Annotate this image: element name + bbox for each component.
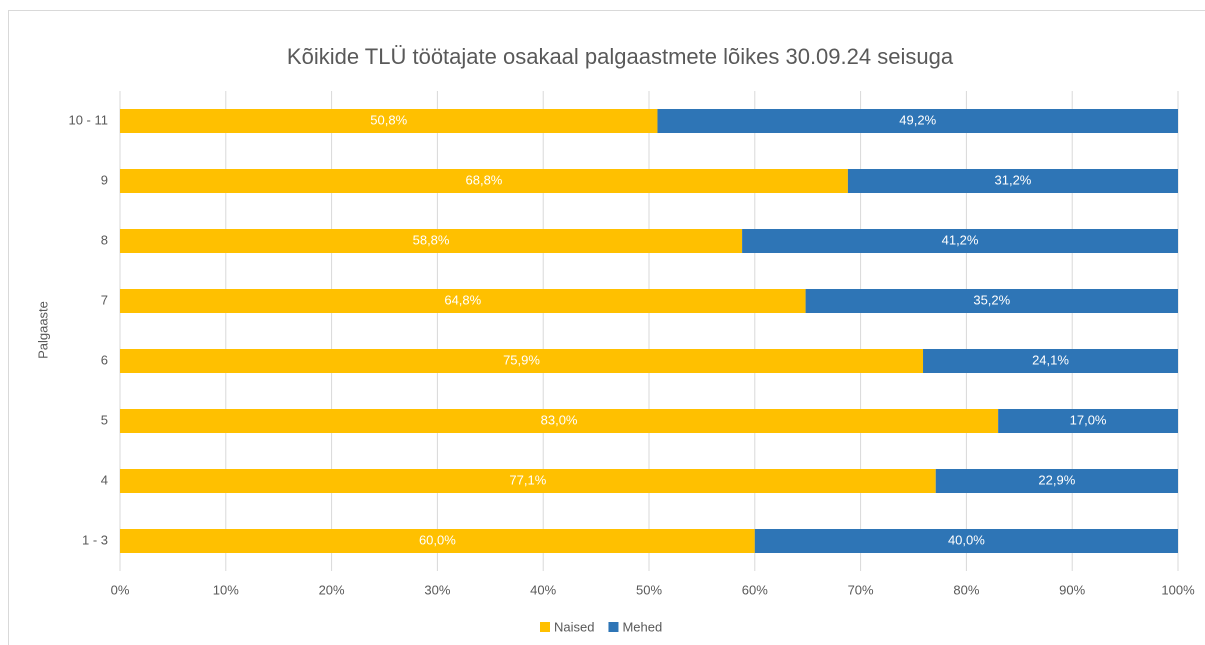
x-tick-label: 90%: [1059, 582, 1085, 597]
x-tick-label: 40%: [530, 582, 556, 597]
value-label: 49,2%: [899, 112, 936, 127]
value-label: 31,2%: [995, 172, 1032, 187]
value-label: 17,0%: [1070, 412, 1107, 427]
chart-border: [8, 10, 1205, 645]
y-axis-label: Palgaaste: [35, 301, 50, 359]
y-tick-label: 4: [101, 472, 108, 487]
value-label: 77,1%: [509, 472, 546, 487]
value-label: 60,0%: [419, 532, 456, 547]
y-tick-label: 9: [101, 172, 108, 187]
y-tick-label: 8: [101, 232, 108, 247]
y-tick-label: 7: [101, 292, 108, 307]
bar-segment: [120, 529, 755, 553]
legend-swatch: [540, 622, 550, 632]
x-tick-label: 70%: [848, 582, 874, 597]
y-tick-label: 1 - 3: [82, 532, 108, 547]
value-label: 24,1%: [1032, 352, 1069, 367]
bar-segment: [120, 469, 936, 493]
bar-segment: [742, 229, 1178, 253]
value-label: 75,9%: [503, 352, 540, 367]
value-label: 83,0%: [541, 412, 578, 427]
x-tick-label: 80%: [953, 582, 979, 597]
bar-segment: [657, 109, 1178, 133]
bar-segment: [923, 349, 1178, 373]
legend-swatch: [608, 622, 619, 632]
value-label: 64,8%: [444, 292, 481, 307]
bar-segment: [120, 289, 806, 313]
bar-segment: [847, 169, 1178, 193]
y-tick-label: 6: [101, 352, 108, 367]
x-tick-label: 100%: [1161, 582, 1195, 597]
value-label: 50,8%: [370, 112, 407, 127]
value-label: 22,9%: [1038, 472, 1075, 487]
bar-segment: [120, 229, 743, 253]
bar-segment: [754, 529, 1178, 553]
bar-segment: [120, 409, 999, 433]
chart-title: Kõikide TLÜ töötajate osakaal palgaastme…: [287, 44, 954, 69]
bar-segment: [120, 109, 658, 133]
x-tick-label: 10%: [213, 582, 239, 597]
value-label: 68,8%: [466, 172, 503, 187]
value-label: 41,2%: [942, 232, 979, 247]
bar-segment: [998, 409, 1178, 433]
legend-label: Mehed: [622, 619, 662, 634]
value-label: 40,0%: [948, 532, 985, 547]
x-tick-label: 30%: [424, 582, 450, 597]
x-tick-label: 60%: [742, 582, 768, 597]
bar-segment: [120, 169, 848, 193]
x-tick-label: 50%: [636, 582, 662, 597]
x-tick-label: 20%: [319, 582, 345, 597]
bar-segment: [805, 289, 1178, 313]
legend-label: Naised: [554, 619, 594, 634]
value-label: 35,2%: [973, 292, 1010, 307]
y-tick-label: 10 - 11: [68, 112, 108, 127]
x-tick-label: 0%: [111, 582, 130, 597]
bar-segment: [120, 349, 924, 373]
y-tick-label: 5: [101, 412, 108, 427]
bar-segment: [935, 469, 1178, 493]
value-label: 58,8%: [413, 232, 450, 247]
